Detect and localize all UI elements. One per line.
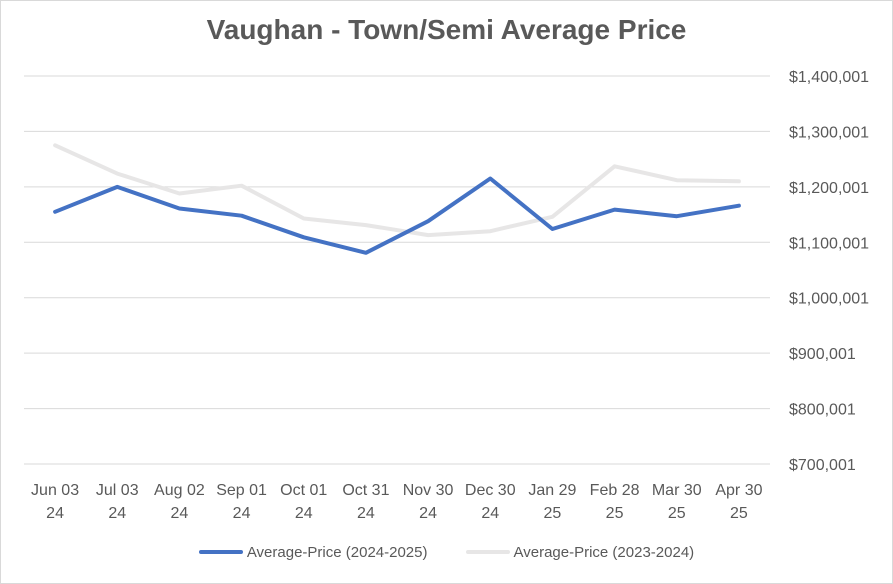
x-tick-label: Jan 29 25	[528, 482, 576, 522]
legend-swatch	[465, 550, 510, 554]
x-tick-label: Jul 03 24	[96, 482, 139, 522]
y-tick-label: $900,001	[789, 346, 856, 363]
y-tick-label: $700,001	[789, 457, 856, 474]
legend-entry-1: Average-Price (2024-2025)	[198, 543, 428, 561]
legend-label: Average-Price (2023-2024)	[513, 543, 695, 561]
y-tick-label: $1,200,001	[789, 180, 869, 197]
x-tick-label: Sep 01 24	[216, 482, 267, 522]
x-tick-label: Feb 28 25	[590, 482, 640, 522]
x-tick-label: Oct 01 24	[280, 482, 327, 522]
series-line-1	[53, 176, 741, 255]
series-line-2	[53, 143, 741, 238]
legend: Average-Price (2024-2025) Average-Price (…	[0, 540, 893, 564]
x-tick-label: Jun 03 24	[31, 482, 79, 522]
y-tick-label: $1,400,001	[789, 69, 869, 86]
chart-title: Vaughan - Town/Semi Average Price	[206, 14, 687, 45]
legend-swatch	[198, 550, 243, 554]
x-tick-label: Oct 31 24	[342, 482, 389, 522]
x-tick-label: Mar 30 25	[652, 482, 702, 522]
x-tick-label: Apr 30 25	[715, 482, 762, 522]
y-tick-label: $1,300,001	[789, 124, 869, 141]
y-tick-label: $1,100,001	[789, 235, 869, 252]
x-tick-label: Aug 02 24	[154, 482, 205, 522]
x-tick-label: Nov 30 24	[403, 482, 454, 522]
y-tick-label: $1,000,001	[789, 291, 869, 308]
legend-label: Average-Price (2024-2025)	[246, 543, 428, 561]
x-tick-label: Dec 30 24	[465, 482, 516, 522]
legend-entry-2: Average-Price (2023-2024)	[465, 543, 695, 561]
y-tick-label: $800,001	[789, 402, 856, 419]
